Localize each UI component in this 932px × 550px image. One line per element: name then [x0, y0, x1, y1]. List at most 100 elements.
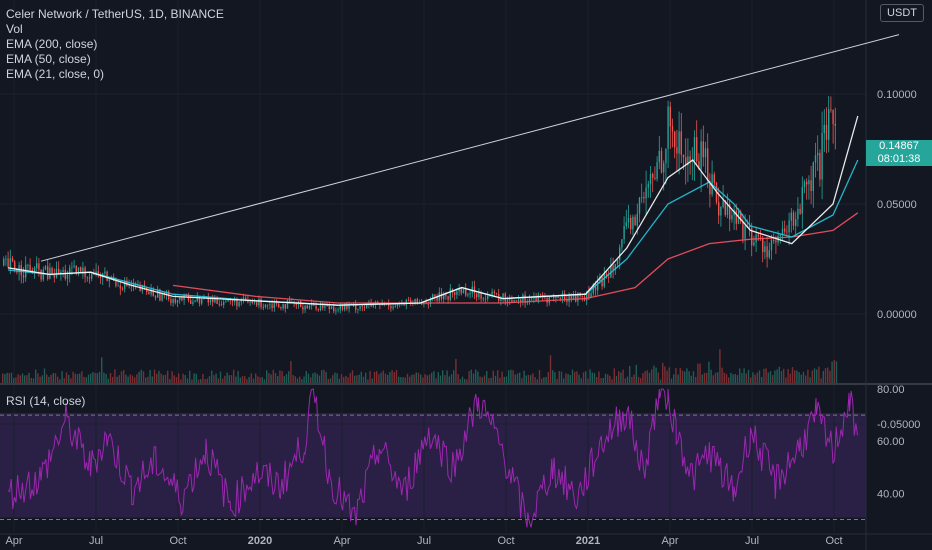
volume-bar — [153, 369, 156, 383]
volume-bar — [668, 367, 670, 383]
volume-bar — [389, 372, 391, 383]
candle-body — [680, 131, 682, 155]
volume-bar — [675, 367, 677, 383]
volume-bar — [492, 370, 494, 383]
volume-bar — [74, 373, 76, 383]
volume-bar — [461, 376, 464, 383]
candle-body — [698, 161, 700, 170]
volume-bar — [61, 371, 63, 383]
volume-bar — [648, 372, 651, 383]
candle-body — [216, 298, 218, 304]
candle-body — [803, 181, 806, 188]
volume-bar — [290, 361, 292, 383]
candle-body — [27, 264, 29, 266]
candle-body — [500, 298, 502, 301]
volume-bar — [147, 376, 149, 383]
volume-bar — [323, 369, 325, 383]
candle-body — [73, 265, 75, 267]
candle-body — [443, 294, 445, 300]
volume-bar — [798, 372, 800, 383]
candle-body — [605, 273, 608, 278]
candle-body — [82, 267, 84, 274]
candle-body — [154, 296, 157, 298]
candle-body — [663, 163, 665, 173]
volume-bar — [725, 373, 728, 383]
volume-bar — [488, 378, 490, 383]
candle-body — [198, 296, 201, 304]
currency-selector[interactable]: USDT — [880, 4, 924, 22]
candle-body — [108, 279, 110, 281]
candle-body — [390, 306, 392, 309]
candle-body — [436, 296, 438, 301]
volume-bar — [444, 375, 446, 383]
volume-bar — [741, 372, 743, 383]
candle-body — [447, 296, 449, 300]
candle-body — [95, 271, 97, 275]
candle-body — [335, 310, 337, 312]
volume-bar — [466, 379, 468, 383]
volume-bar — [422, 377, 424, 383]
volume-bar — [129, 374, 131, 383]
candle-body — [194, 300, 196, 303]
volume-bar — [428, 374, 431, 383]
candle-body — [649, 173, 652, 185]
volume-bar — [6, 372, 8, 383]
volume-bar — [279, 370, 281, 383]
candle-body — [806, 181, 808, 185]
volume-bar — [305, 371, 307, 383]
volume-bar — [475, 369, 477, 383]
volume-bar — [369, 371, 371, 383]
candle-body — [196, 296, 198, 301]
volume-bar — [424, 374, 426, 383]
candle-body — [212, 298, 214, 303]
volume-bar — [543, 377, 545, 383]
legend-volume: Vol — [6, 22, 23, 36]
candle-body — [775, 240, 777, 243]
volume-bar — [109, 373, 112, 383]
candle-body — [302, 306, 304, 310]
candle-body — [192, 302, 194, 304]
candle-body — [702, 141, 704, 158]
candle-body — [720, 207, 722, 216]
candle-body — [735, 210, 737, 224]
volume-bar — [125, 374, 127, 383]
candle-body — [394, 306, 396, 308]
volume-bar — [373, 371, 376, 383]
candle-body — [597, 281, 599, 291]
volume-bar — [655, 367, 657, 383]
candle-body — [357, 308, 359, 310]
rsi-tick-label: 60.00 — [877, 436, 905, 448]
candle-body — [55, 268, 58, 278]
candle-body — [502, 293, 504, 299]
volume-bar — [510, 369, 512, 383]
volume-bar — [690, 375, 692, 383]
candle-body — [249, 301, 251, 303]
candle-body — [36, 263, 38, 268]
volume-bar — [365, 372, 367, 383]
volume-bar — [415, 372, 417, 383]
candle-body — [764, 246, 766, 253]
volume-bar — [541, 378, 543, 383]
candle-body — [245, 297, 247, 300]
rsi-title: RSI (14, close) — [6, 394, 86, 408]
candle-body — [491, 291, 493, 295]
candle-body — [828, 109, 830, 140]
volume-bar — [151, 376, 153, 383]
candle-body — [770, 239, 773, 251]
volume-bar — [703, 372, 706, 383]
volume-bar — [701, 374, 703, 383]
volume-bar — [70, 378, 72, 383]
volume-bar — [620, 372, 622, 383]
volume-bar — [13, 378, 15, 383]
candle-body — [821, 133, 823, 180]
volume-bar — [670, 378, 673, 383]
candle-body — [363, 307, 366, 308]
candle-body — [729, 204, 731, 220]
volume-bar — [598, 371, 600, 383]
volume-bar — [486, 371, 488, 383]
candle-body — [64, 270, 66, 279]
volume-bar — [382, 370, 384, 383]
candle-body — [247, 299, 249, 303]
candle-body — [656, 162, 658, 179]
